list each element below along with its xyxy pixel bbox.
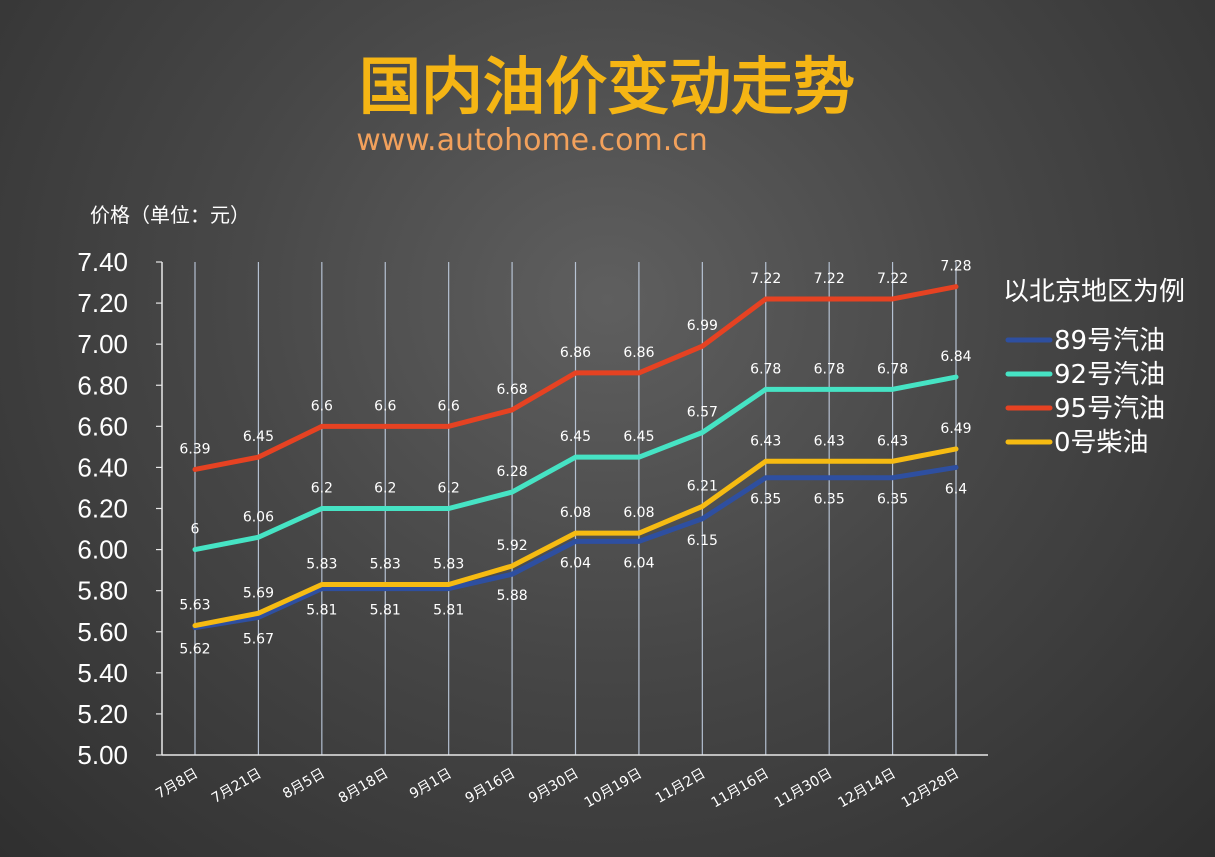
x-tick-label-11: 12月14日 xyxy=(835,766,898,812)
series-line-0 xyxy=(192,464,959,631)
y-tick-label-8: 6.60 xyxy=(77,411,128,441)
y-tick-label-3: 5.60 xyxy=(77,617,128,647)
y-ticks: 5.00 5.20 5.40 5.60 5.80 6.00 6.20 6.40 6.60 6.80… xyxy=(77,247,162,770)
x-tick-label-12: 12月28日 xyxy=(899,766,962,812)
data-label-s2-2: 6.6 xyxy=(311,398,333,414)
data-label-s2-3: 6.6 xyxy=(374,398,396,414)
data-label-s2-6: 6.86 xyxy=(560,345,591,361)
data-label-s0-12: 6.4 xyxy=(945,481,967,497)
data-label-s1-3: 6.2 xyxy=(374,481,396,497)
y-tick-label-5: 6.00 xyxy=(77,535,128,565)
data-label-s2-9: 7.22 xyxy=(750,271,781,287)
data-label-s0-7: 6.04 xyxy=(623,555,654,571)
x-tick-label-0: 7月8日 xyxy=(153,766,201,803)
data-label-s0-3: 5.81 xyxy=(370,603,401,619)
data-label-s0-9: 6.35 xyxy=(750,492,781,508)
x-tick-label-10: 11月30日 xyxy=(772,766,835,812)
data-label-s2-10: 7.22 xyxy=(814,271,845,287)
x-tick-label-6: 9月30日 xyxy=(526,766,581,807)
data-label-s2-8: 6.99 xyxy=(687,318,718,334)
x-tick-label-5: 9月16日 xyxy=(463,766,518,807)
data-label-s1-7: 6.45 xyxy=(623,429,654,445)
series-line-3 xyxy=(192,446,959,629)
data-label-s3-12: 6.49 xyxy=(940,421,971,437)
data-label-s3-11: 6.43 xyxy=(877,433,908,449)
x-tick-label-7: 10月19日 xyxy=(582,766,645,812)
y-axis-label: 价格（单位：元） xyxy=(90,203,250,227)
y-tick-label-10: 7.00 xyxy=(77,329,128,359)
data-label-s0-5: 5.88 xyxy=(496,588,527,604)
x-tick-label-2: 8月5日 xyxy=(280,766,328,803)
data-label-s0-6: 6.04 xyxy=(560,555,591,571)
data-label-s1-0: 6 xyxy=(191,522,200,538)
legend-title: 以北京地区为例 xyxy=(1003,277,1185,307)
data-label-s2-5: 6.68 xyxy=(496,382,527,398)
data-label-s2-12: 7.28 xyxy=(940,259,971,275)
y-tick-label-12: 7.40 xyxy=(77,247,128,277)
x-tick-label-3: 8月18日 xyxy=(336,766,391,807)
x-tick-label-1: 7月21日 xyxy=(209,766,264,807)
data-label-s3-10: 6.43 xyxy=(814,433,845,449)
y-tick-label-6: 6.20 xyxy=(77,494,128,524)
data-label-s0-10: 6.35 xyxy=(814,492,845,508)
data-label-s1-9: 6.78 xyxy=(750,361,781,377)
data-label-s1-6: 6.45 xyxy=(560,429,591,445)
data-label-s1-2: 6.2 xyxy=(311,481,333,497)
y-tick-label-4: 5.80 xyxy=(77,576,128,606)
data-label-s0-1: 5.67 xyxy=(243,631,274,647)
data-label-s3-6: 6.08 xyxy=(560,505,591,521)
data-label-s2-7: 6.86 xyxy=(623,345,654,361)
data-label-s3-4: 5.83 xyxy=(433,557,464,573)
data-label-s1-12: 6.84 xyxy=(940,349,971,365)
x-ticks: 7月8日 7月21日 8月5日 8月18日 9月1日 9月16日 9月30日 10月19日 11… xyxy=(153,766,962,812)
data-label-s0-11: 6.35 xyxy=(877,492,908,508)
y-tick-label-2: 5.40 xyxy=(77,658,128,688)
legend-label-2: 95号汽油 xyxy=(1054,394,1165,424)
x-tick-label-9: 11月16日 xyxy=(709,766,772,812)
data-label-s3-8: 6.21 xyxy=(687,478,718,494)
data-labels: 5.62 5.67 5.81 5.81 5.81 5.88 6.04 6.04 6.15 6.35… xyxy=(179,259,971,658)
legend-label-1: 92号汽油 xyxy=(1054,360,1165,390)
data-label-s1-4: 6.2 xyxy=(438,481,460,497)
data-label-s1-10: 6.78 xyxy=(814,361,845,377)
data-label-s1-5: 6.28 xyxy=(496,464,527,480)
data-label-s3-9: 6.43 xyxy=(750,433,781,449)
series-lines xyxy=(192,284,959,631)
series-line-2 xyxy=(192,284,959,472)
data-label-s3-0: 5.63 xyxy=(179,598,210,614)
data-label-s3-1: 5.69 xyxy=(243,585,274,601)
data-label-s0-8: 6.15 xyxy=(687,533,718,549)
data-label-s2-1: 6.45 xyxy=(243,429,274,445)
y-tick-label-1: 5.20 xyxy=(77,699,128,729)
data-label-s1-8: 6.57 xyxy=(687,404,718,420)
data-label-s2-11: 7.22 xyxy=(877,271,908,287)
data-label-s0-2: 5.81 xyxy=(306,603,337,619)
data-label-s3-3: 5.83 xyxy=(370,557,401,573)
data-label-s2-0: 6.39 xyxy=(179,441,210,457)
data-label-s3-2: 5.83 xyxy=(306,557,337,573)
data-label-s1-11: 6.78 xyxy=(877,361,908,377)
legend-label-3: 0号柴油 xyxy=(1054,428,1149,458)
x-tick-label-8: 11月2日 xyxy=(653,766,708,807)
y-tick-label-11: 7.20 xyxy=(77,288,128,318)
data-label-s3-7: 6.08 xyxy=(623,505,654,521)
y-tick-label-9: 6.80 xyxy=(77,370,128,400)
y-tick-label-0: 5.00 xyxy=(77,740,128,770)
x-tick-label-4: 9月1日 xyxy=(407,766,455,803)
data-label-s2-4: 6.6 xyxy=(438,398,460,414)
legend-label-0: 89号汽油 xyxy=(1054,326,1165,356)
data-label-s1-1: 6.06 xyxy=(243,509,274,525)
chart-title: 国内油价变动走势 xyxy=(359,50,855,123)
data-label-s3-5: 5.92 xyxy=(496,538,527,554)
chart-subtitle: www.autohome.com.cn xyxy=(356,123,708,158)
series-line-1 xyxy=(192,374,959,553)
data-label-s0-0: 5.62 xyxy=(179,642,210,658)
data-label-s0-4: 5.81 xyxy=(433,603,464,619)
legend: 以北京地区为例 89号汽油 92号汽油 95号汽油 0号柴油 xyxy=(1003,277,1185,458)
y-tick-label-7: 6.40 xyxy=(77,452,128,482)
